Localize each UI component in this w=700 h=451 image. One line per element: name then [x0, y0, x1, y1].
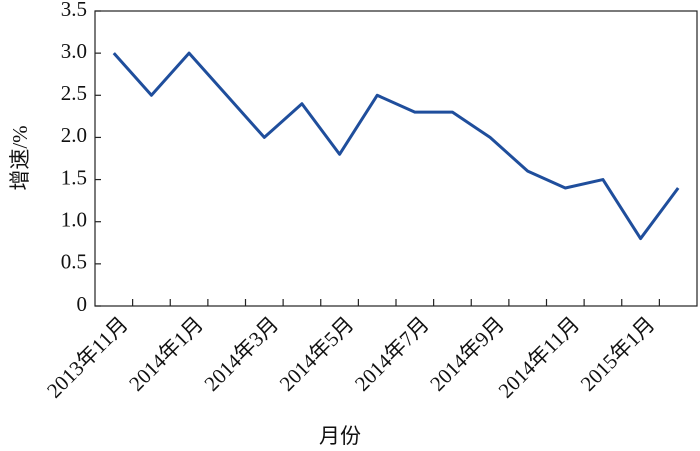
- x-tick-label: 2014年3月: [199, 312, 283, 396]
- data-line: [112, 51, 680, 241]
- x-axis-label: 月份: [319, 424, 361, 448]
- y-tick-label: 1.5: [61, 165, 87, 189]
- y-tick-label: 1.0: [61, 208, 87, 232]
- x-tick-label: 2014年11月: [494, 312, 585, 403]
- y-tick-label: 0.5: [61, 250, 87, 274]
- y-tick-label: 2.5: [61, 81, 87, 105]
- x-tick-label: 2015年1月: [576, 312, 660, 396]
- y-tick-label: 2.0: [61, 123, 87, 147]
- x-tick-label: 2014年5月: [275, 312, 359, 396]
- y-tick-label: 3.5: [61, 0, 87, 21]
- y-tick-label: 0: [77, 292, 88, 316]
- y-tick-label: 3.0: [61, 39, 87, 63]
- x-tick-label: 2014年7月: [350, 312, 434, 396]
- x-tick-label: 2014年1月: [124, 312, 208, 396]
- y-axis-label: 增速/%: [8, 125, 32, 190]
- x-tick-label: 2013年11月: [42, 312, 133, 403]
